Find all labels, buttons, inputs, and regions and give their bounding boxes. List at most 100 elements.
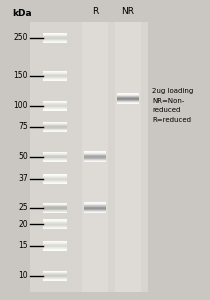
FancyBboxPatch shape: [43, 76, 67, 77]
FancyBboxPatch shape: [43, 108, 67, 109]
FancyBboxPatch shape: [43, 101, 67, 102]
Text: reduced: reduced: [152, 107, 180, 113]
FancyBboxPatch shape: [43, 246, 67, 247]
FancyBboxPatch shape: [117, 103, 139, 104]
FancyBboxPatch shape: [43, 178, 67, 179]
FancyBboxPatch shape: [43, 34, 67, 35]
FancyBboxPatch shape: [84, 153, 106, 154]
FancyBboxPatch shape: [43, 227, 67, 228]
FancyBboxPatch shape: [43, 248, 67, 249]
FancyBboxPatch shape: [43, 248, 67, 249]
FancyBboxPatch shape: [43, 100, 67, 101]
FancyBboxPatch shape: [43, 78, 67, 79]
FancyBboxPatch shape: [43, 228, 67, 230]
FancyBboxPatch shape: [117, 98, 139, 99]
FancyBboxPatch shape: [43, 203, 67, 205]
FancyBboxPatch shape: [43, 103, 67, 104]
FancyBboxPatch shape: [84, 203, 106, 204]
FancyBboxPatch shape: [43, 33, 67, 34]
FancyBboxPatch shape: [43, 176, 67, 177]
FancyBboxPatch shape: [43, 39, 67, 40]
FancyBboxPatch shape: [84, 160, 106, 161]
Text: 50: 50: [18, 152, 28, 161]
FancyBboxPatch shape: [43, 220, 67, 221]
FancyBboxPatch shape: [43, 175, 67, 176]
Text: 250: 250: [13, 33, 28, 42]
FancyBboxPatch shape: [43, 42, 67, 43]
FancyBboxPatch shape: [43, 80, 67, 81]
FancyBboxPatch shape: [84, 205, 106, 206]
FancyBboxPatch shape: [43, 178, 67, 179]
FancyBboxPatch shape: [117, 93, 139, 94]
FancyBboxPatch shape: [43, 40, 67, 42]
FancyBboxPatch shape: [43, 109, 67, 110]
FancyBboxPatch shape: [43, 71, 67, 72]
FancyBboxPatch shape: [117, 95, 139, 96]
FancyBboxPatch shape: [43, 156, 67, 157]
FancyBboxPatch shape: [43, 272, 67, 274]
FancyBboxPatch shape: [43, 127, 67, 128]
FancyBboxPatch shape: [43, 222, 67, 223]
FancyBboxPatch shape: [43, 205, 67, 206]
FancyBboxPatch shape: [43, 209, 67, 210]
FancyBboxPatch shape: [43, 73, 67, 74]
FancyBboxPatch shape: [43, 70, 67, 72]
FancyBboxPatch shape: [43, 242, 67, 244]
FancyBboxPatch shape: [43, 75, 67, 76]
FancyBboxPatch shape: [43, 104, 67, 105]
FancyBboxPatch shape: [84, 211, 106, 212]
FancyBboxPatch shape: [43, 79, 67, 80]
FancyBboxPatch shape: [43, 78, 67, 79]
FancyBboxPatch shape: [43, 38, 67, 39]
Text: R=reduced: R=reduced: [152, 117, 191, 123]
FancyBboxPatch shape: [43, 207, 67, 208]
Text: kDa: kDa: [12, 9, 32, 18]
FancyBboxPatch shape: [117, 100, 139, 101]
FancyBboxPatch shape: [84, 156, 106, 157]
FancyBboxPatch shape: [43, 242, 67, 243]
FancyBboxPatch shape: [43, 161, 67, 162]
FancyBboxPatch shape: [43, 182, 67, 183]
FancyBboxPatch shape: [43, 224, 67, 226]
FancyBboxPatch shape: [43, 208, 67, 209]
FancyBboxPatch shape: [43, 220, 67, 222]
FancyBboxPatch shape: [43, 122, 67, 123]
FancyBboxPatch shape: [84, 159, 106, 160]
FancyBboxPatch shape: [43, 73, 67, 74]
FancyBboxPatch shape: [43, 211, 67, 212]
Text: NR: NR: [122, 7, 134, 16]
FancyBboxPatch shape: [43, 35, 67, 36]
FancyBboxPatch shape: [43, 278, 67, 279]
FancyBboxPatch shape: [117, 101, 139, 102]
FancyBboxPatch shape: [43, 241, 67, 242]
FancyBboxPatch shape: [43, 204, 67, 205]
FancyBboxPatch shape: [43, 247, 67, 248]
FancyBboxPatch shape: [43, 244, 67, 245]
FancyBboxPatch shape: [43, 274, 67, 275]
FancyBboxPatch shape: [30, 22, 148, 292]
FancyBboxPatch shape: [117, 96, 139, 97]
FancyBboxPatch shape: [84, 207, 106, 208]
Text: 37: 37: [18, 174, 28, 183]
FancyBboxPatch shape: [84, 211, 106, 212]
FancyBboxPatch shape: [43, 176, 67, 178]
Text: R: R: [92, 7, 98, 16]
FancyBboxPatch shape: [84, 206, 106, 207]
FancyBboxPatch shape: [84, 151, 106, 152]
FancyBboxPatch shape: [117, 99, 139, 100]
FancyBboxPatch shape: [43, 206, 67, 207]
FancyBboxPatch shape: [43, 153, 67, 154]
FancyBboxPatch shape: [43, 124, 67, 125]
FancyBboxPatch shape: [43, 207, 67, 208]
FancyBboxPatch shape: [84, 152, 106, 153]
FancyBboxPatch shape: [84, 207, 106, 208]
FancyBboxPatch shape: [43, 226, 67, 227]
FancyBboxPatch shape: [43, 129, 67, 130]
FancyBboxPatch shape: [43, 271, 67, 272]
FancyBboxPatch shape: [43, 224, 67, 225]
FancyBboxPatch shape: [43, 271, 67, 272]
FancyBboxPatch shape: [84, 212, 106, 213]
FancyBboxPatch shape: [43, 211, 67, 212]
FancyBboxPatch shape: [43, 124, 67, 125]
FancyBboxPatch shape: [84, 152, 106, 153]
